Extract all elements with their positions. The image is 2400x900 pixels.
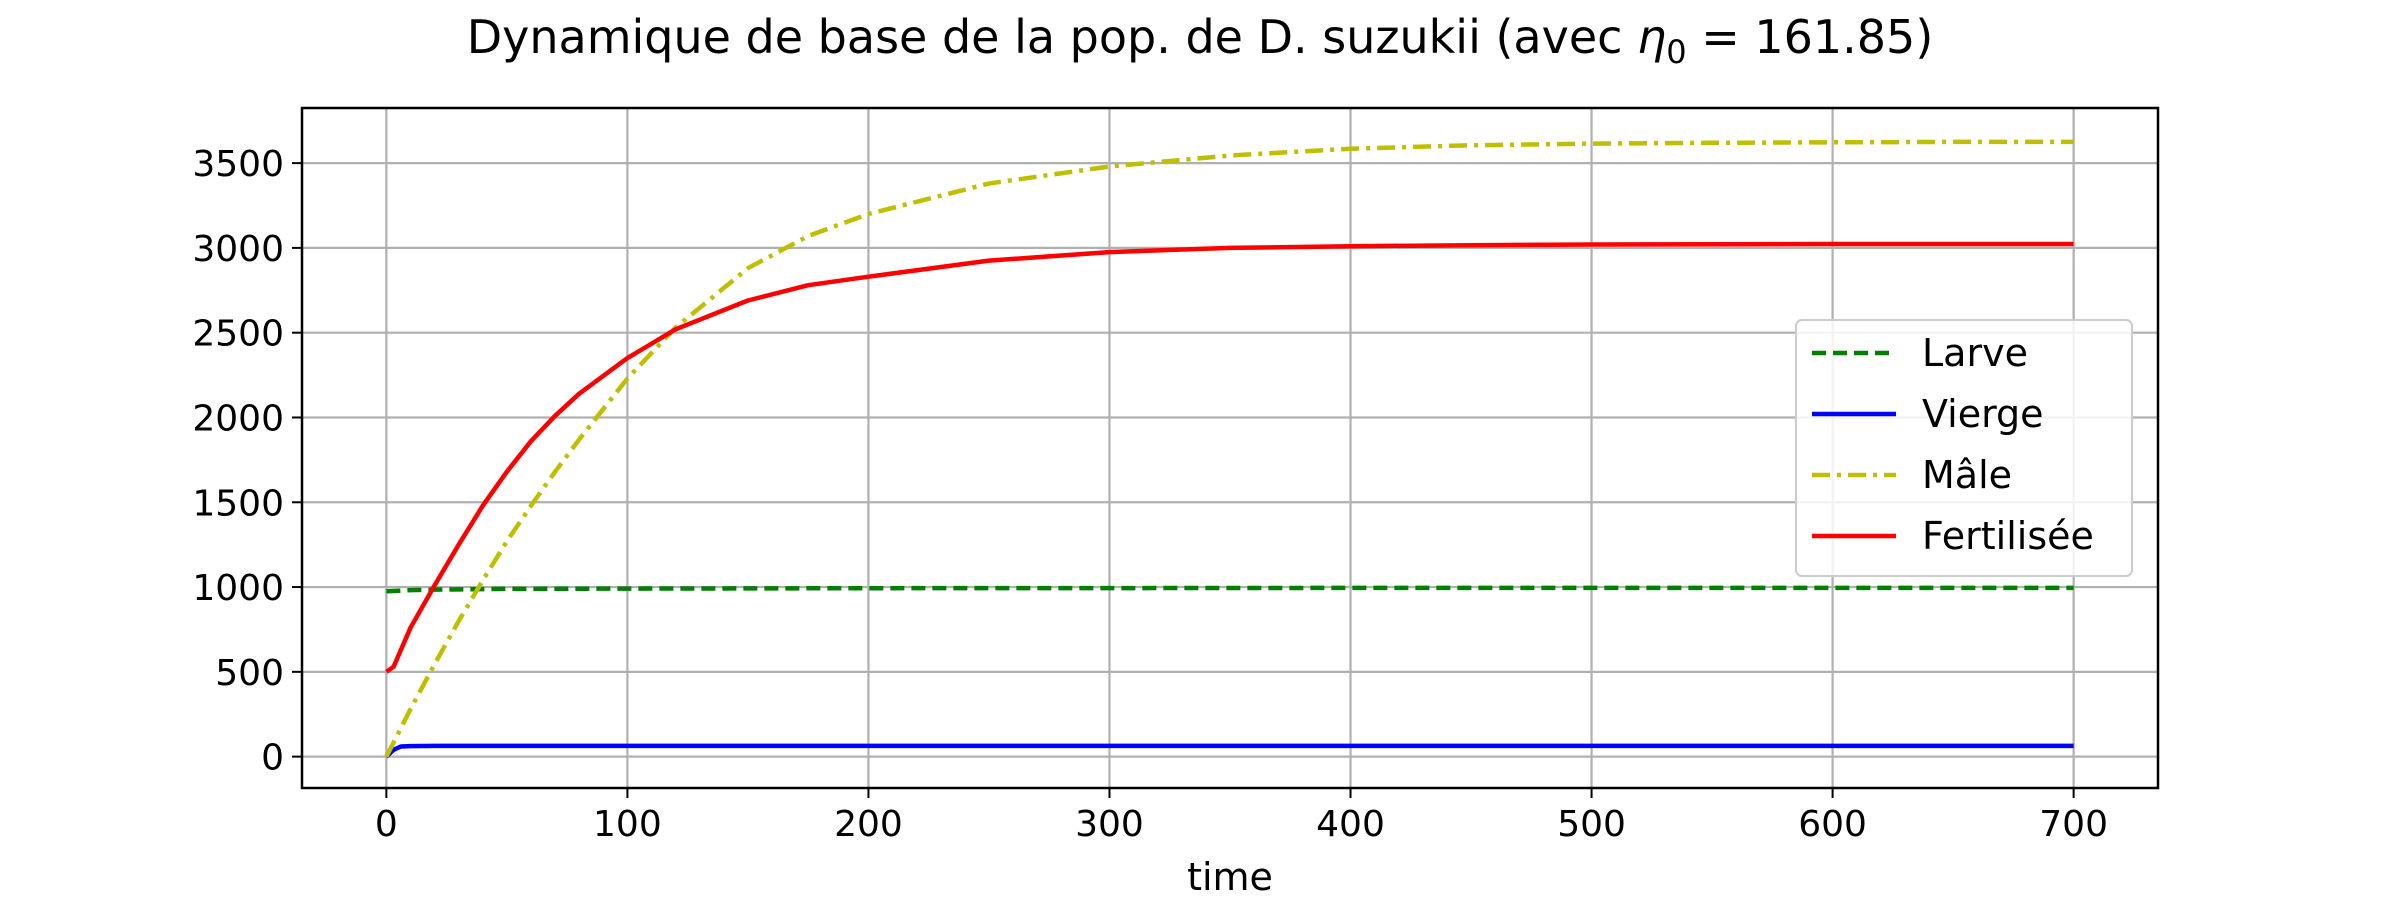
y-tick-label: 3000 (192, 229, 284, 270)
series-line-vierge (384, 743, 2074, 759)
x-axis-label: time (1187, 855, 1273, 899)
series-line-larve (386, 585, 2074, 594)
x-tick-label: 200 (834, 804, 903, 845)
x-tick-label: 300 (1075, 804, 1144, 845)
x-tick-label: 400 (1316, 804, 1385, 845)
series-line-fertilis-e (385, 241, 2074, 674)
series-line-m-le (384, 139, 2074, 758)
title-symbol: η (1637, 10, 1666, 64)
y-tick-label: 500 (215, 653, 284, 694)
plot-frame (300, 106, 2160, 790)
legend-label: Vierge (1922, 392, 2044, 436)
legend-label: Larve (1922, 331, 2028, 375)
x-tick-label: 600 (1798, 804, 1867, 845)
title-subscript: 0 (1666, 33, 1686, 71)
x-tick-label: 0 (375, 804, 398, 845)
y-tick-label: 3500 (192, 144, 284, 185)
y-tick-label: 1500 (192, 483, 284, 524)
series-lines (384, 139, 2074, 759)
y-tick-label: 2500 (192, 314, 284, 355)
chart-title-text: Dynamique de base de la pop. de D. suzuk… (467, 10, 1934, 71)
y-tick-label: 1000 (192, 568, 284, 609)
y-tick-label: 0 (261, 738, 284, 779)
legend-label: Fertilisée (1922, 514, 2094, 558)
legend: Larve Vierge Mâle Fertilisée (1795, 319, 2133, 577)
x-tick-label: 500 (1557, 804, 1626, 845)
legend-label: Mâle (1922, 453, 2012, 497)
chart-title: Dynamique de base de la pop. de D. suzuk… (467, 10, 1934, 71)
axis-ticks: 0 100 200 300 400 500 600 700 0 500 1000 1500 2000 25… (192, 144, 2108, 845)
title-prefix: Dynamique de base de la pop. de D. suzuk… (467, 10, 1637, 64)
x-tick-label: 100 (593, 804, 662, 845)
y-tick-label: 2000 (192, 398, 284, 439)
x-tick-label: 700 (2039, 804, 2108, 845)
title-suffix: = 161.85) (1687, 10, 1934, 64)
legend-box (1795, 319, 2133, 577)
